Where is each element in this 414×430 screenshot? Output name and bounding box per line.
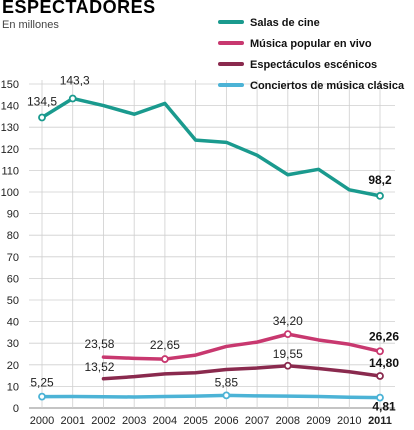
- series-line: [101, 332, 382, 361]
- data-label: 19,55: [273, 347, 303, 361]
- series-markers: [38, 94, 384, 402]
- series-line: [101, 364, 382, 381]
- legend-label: Espectáculos escénicos: [250, 59, 377, 71]
- data-label: 14,80: [369, 356, 399, 370]
- x-tick-label: 2008: [276, 415, 300, 427]
- y-tick-label: 70: [7, 252, 19, 264]
- data-point-marker: [376, 393, 384, 402]
- chart-subtitle: En millones: [2, 19, 59, 31]
- series-line: [40, 96, 382, 198]
- data-point-marker: [68, 94, 77, 103]
- y-tick-label: 20: [7, 360, 19, 372]
- y-tick-label: 150: [1, 79, 19, 91]
- y-tick-label: 60: [7, 273, 19, 285]
- data-label: 98,2: [368, 173, 392, 187]
- data-point-marker: [222, 391, 231, 400]
- y-tick-label: 120: [1, 144, 19, 156]
- grid-lines: [29, 80, 395, 409]
- y-tick-label: 30: [7, 338, 19, 350]
- data-point-marker: [161, 355, 169, 363]
- data-label: 34,20: [273, 314, 303, 328]
- data-label: 134,5: [27, 94, 57, 108]
- y-tick-label: 80: [7, 230, 19, 242]
- y-tick-label: 40: [7, 317, 19, 329]
- y-tick-label: 90: [7, 209, 19, 221]
- x-tick-label: 2007: [245, 415, 269, 427]
- x-tick-label: 2006: [214, 415, 238, 427]
- data-label: 143,3: [60, 73, 90, 87]
- data-point-marker: [38, 392, 46, 401]
- y-tick-label: 140: [1, 101, 19, 113]
- legend-label: Conciertos de música clásica: [250, 80, 405, 92]
- y-tick-label: 100: [1, 187, 19, 199]
- y-tick-label: 10: [7, 381, 19, 393]
- x-tick-label: 2011: [368, 415, 392, 427]
- data-label: 26,26: [369, 329, 399, 343]
- x-tick-label: 2001: [60, 415, 84, 427]
- data-label: 22,65: [150, 338, 180, 352]
- data-point-marker: [283, 361, 292, 370]
- x-tick-label: 2002: [91, 415, 115, 427]
- x-tick-label: 2000: [30, 415, 54, 427]
- data-point-marker: [38, 113, 46, 122]
- data-label: 13,52: [84, 360, 114, 374]
- legend-label: Música popular en vivo: [250, 38, 372, 50]
- y-tick-label: 50: [7, 295, 19, 307]
- chart-title: ESPECTADORES: [2, 0, 156, 17]
- legend-label: Salas de cine: [250, 17, 320, 29]
- x-tick-label: 2005: [183, 415, 207, 427]
- data-point-marker: [376, 372, 384, 380]
- x-tick-label: 2010: [337, 415, 361, 427]
- data-label: 4,81: [372, 400, 396, 414]
- x-tick-label: 2004: [153, 415, 177, 427]
- data-label: 5,85: [215, 375, 239, 389]
- series-lines: [40, 96, 382, 400]
- y-tick-label: 130: [1, 122, 19, 134]
- x-tick-label: 2009: [306, 415, 330, 427]
- x-axis-ticks: 2000 2001 2002 2003 2004 2005 2006 2007 2008 2009…: [30, 415, 392, 427]
- data-label: 23,58: [84, 337, 114, 351]
- y-tick-label: 110: [1, 165, 19, 177]
- data-point-marker: [376, 347, 384, 356]
- data-label: 5,25: [30, 376, 54, 390]
- series-line: [40, 393, 382, 400]
- y-axis-ticks: 0 10 20 30 40 50 60 70 80 90 100 110 120 130 140 150: [1, 79, 19, 415]
- x-tick-label: 2003: [122, 415, 146, 427]
- y-tick-label: 0: [13, 403, 19, 415]
- legend: Salas de cine Música popular en vivo Espec…: [218, 17, 405, 92]
- data-point-marker: [283, 330, 292, 339]
- data-point-marker: [376, 191, 384, 200]
